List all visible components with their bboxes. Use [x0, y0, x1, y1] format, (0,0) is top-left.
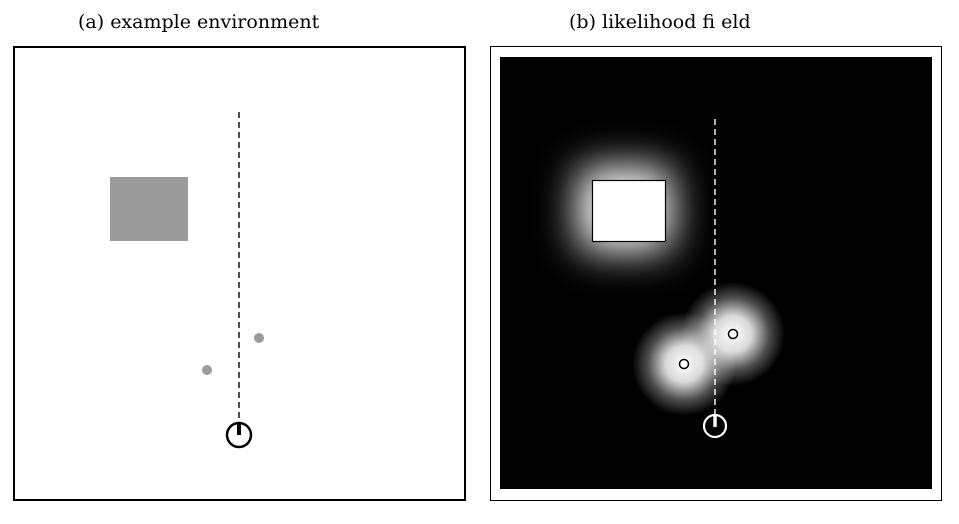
obstacle-outline [591, 179, 667, 243]
obstacle-point-1 [254, 333, 264, 343]
obstacle-point-2 [202, 365, 212, 375]
likelihood-field-diagram [500, 57, 932, 489]
environment-diagram [110, 112, 264, 449]
caption-likelihood-field: (b) likelihood fi eld [569, 11, 751, 33]
obstacle-rectangle [110, 177, 188, 241]
panel-likelihood-field [500, 57, 932, 489]
obstacle-point-2 [678, 358, 690, 370]
robot-circle-icon [225, 421, 253, 449]
caption-example-environment: (a) example environment [78, 11, 320, 33]
panel-example-environment [13, 46, 466, 501]
obstacle-point-1 [727, 328, 739, 340]
